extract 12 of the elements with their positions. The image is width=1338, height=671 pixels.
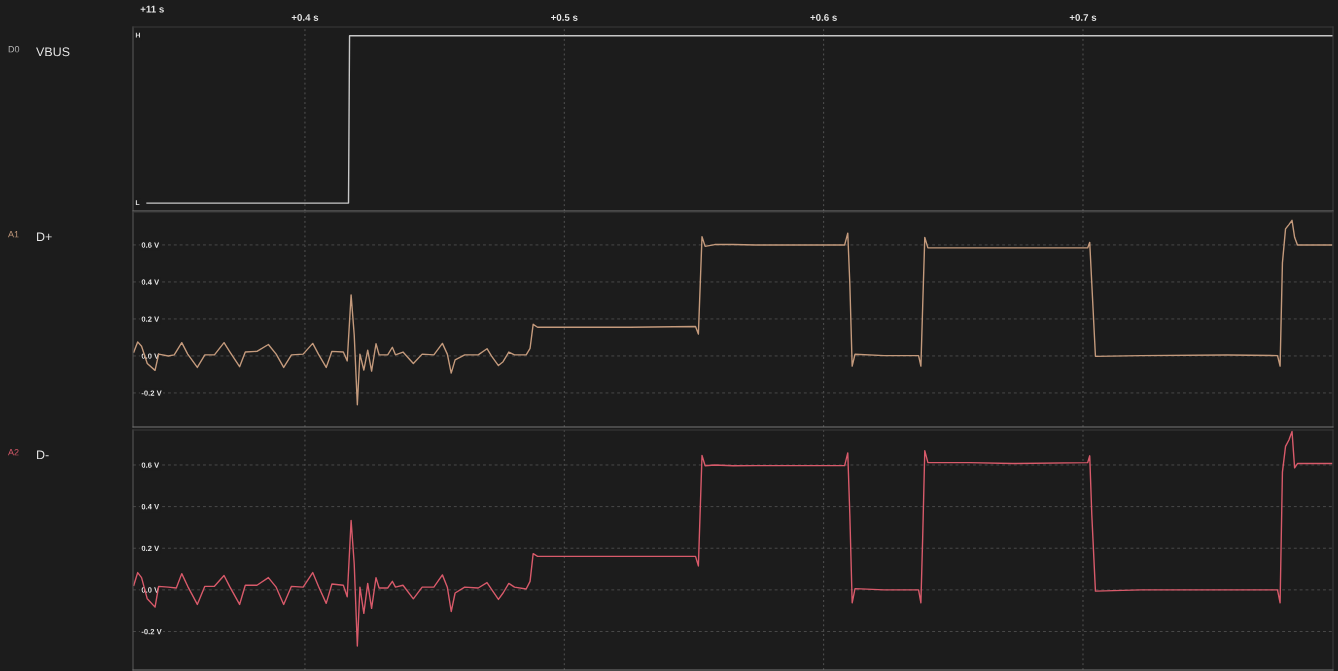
- text: A1: [8, 231, 19, 238]
- x-tick-label: +0.5 s: [551, 14, 578, 21]
- x-tick-label: +0.4 s: [291, 14, 319, 21]
- y-axis-title: D+: [37, 232, 52, 242]
- text: A2: [8, 449, 19, 456]
- y-axis-title: D-: [37, 450, 49, 460]
- y-axis-title: VBUS: [36, 47, 70, 57]
- text: +11 s: [140, 5, 164, 13]
- x-tick-label: +0.7 s: [1069, 14, 1097, 21]
- text: D0: [8, 46, 20, 53]
- x-tick-label: +0.6 s: [810, 14, 837, 21]
- line-series: [133, 219, 1333, 406]
